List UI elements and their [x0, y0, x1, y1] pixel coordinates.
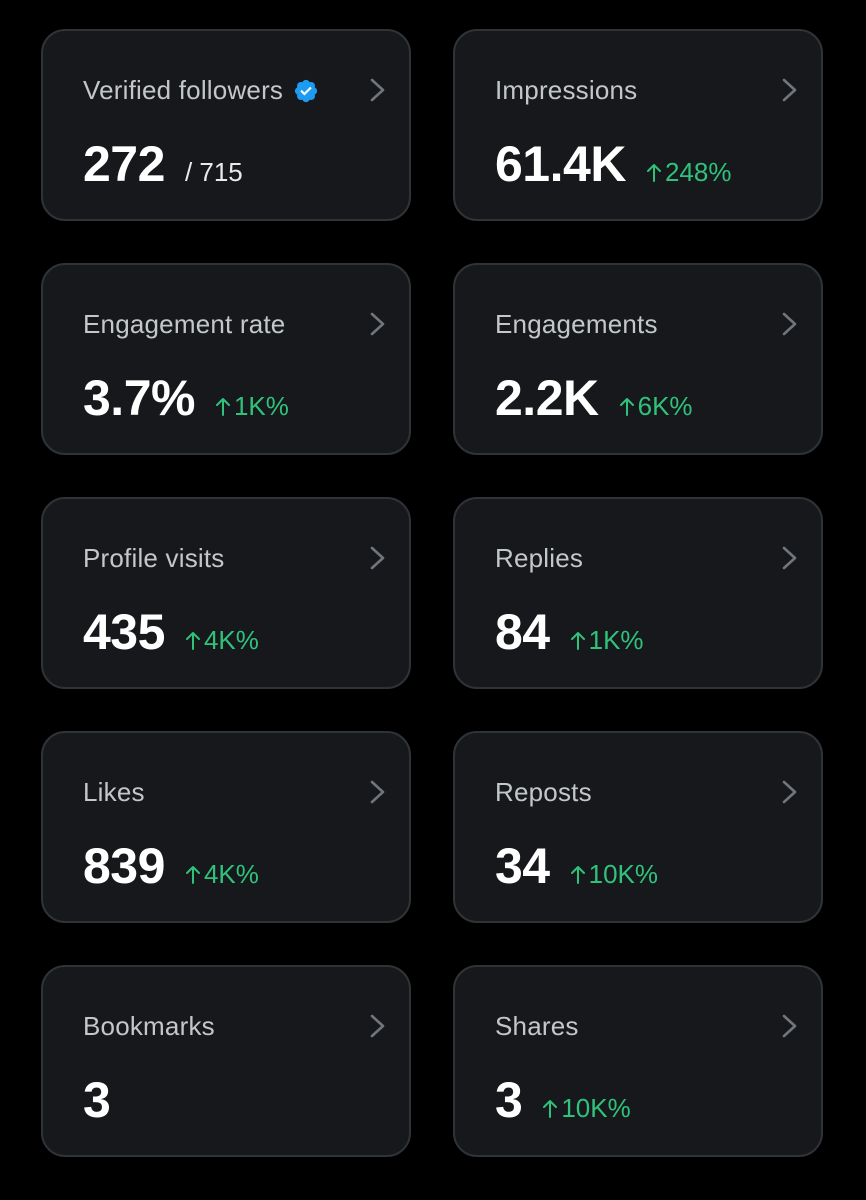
- metric-value-wrap: 2.2K 6K%: [495, 369, 693, 427]
- metric-value-wrap: 272 / 715: [83, 135, 243, 193]
- metric-label-wrap: Reposts: [495, 777, 592, 808]
- metric-change-value: 1K%: [588, 625, 644, 655]
- metric-change-value: 4K%: [203, 625, 259, 655]
- metric-label-wrap: Shares: [495, 1011, 579, 1042]
- metric-card-profile-visits[interactable]: Profile visits 435 4K%: [41, 497, 411, 689]
- metric-value: 34: [495, 838, 550, 894]
- chevron-right-icon: [782, 546, 797, 570]
- metric-change: 1K%: [570, 625, 644, 656]
- metric-card-impressions[interactable]: Impressions 61.4K 248%: [453, 29, 823, 221]
- metric-change-value: 4K%: [203, 859, 259, 889]
- metric-label: Profile visits: [83, 543, 225, 573]
- arrow-up-icon: [185, 632, 200, 650]
- metric-label: Reposts: [495, 777, 592, 807]
- metric-value: 3: [495, 1072, 523, 1128]
- arrow-up-icon: [215, 398, 230, 416]
- metric-value-wrap: 3 10K%: [495, 1071, 631, 1129]
- metric-label-wrap: Verified followers: [83, 75, 319, 106]
- metric-label-wrap: Profile visits: [83, 543, 225, 574]
- metric-change: 10K%: [570, 859, 658, 890]
- chevron-right-icon: [782, 780, 797, 804]
- metric-label: Engagement rate: [83, 309, 286, 339]
- metric-change: 1K%: [215, 391, 289, 422]
- chevron-right-icon: [370, 1014, 385, 1038]
- chevron-right-icon: [782, 312, 797, 336]
- metric-value: 2.2K: [495, 370, 599, 426]
- metric-label: Shares: [495, 1011, 579, 1041]
- metric-card-bookmarks[interactable]: Bookmarks 3: [41, 965, 411, 1157]
- verified-badge-icon: [295, 79, 318, 102]
- metric-value-wrap: 34 10K%: [495, 837, 658, 895]
- arrow-up-icon: [570, 632, 585, 650]
- metric-label-wrap: Replies: [495, 543, 583, 574]
- metric-card-engagement-rate[interactable]: Engagement rate 3.7% 1K%: [41, 263, 411, 455]
- metric-label-wrap: Bookmarks: [83, 1011, 215, 1042]
- metric-card-likes[interactable]: Likes 839 4K%: [41, 731, 411, 923]
- metric-value: 84: [495, 604, 550, 660]
- metric-label: Impressions: [495, 75, 638, 105]
- metric-change: 248%: [646, 157, 732, 188]
- metric-label: Verified followers: [83, 75, 284, 105]
- metric-label-wrap: Engagement rate: [83, 309, 285, 340]
- metric-label-wrap: Impressions: [495, 75, 637, 106]
- metric-change-value: 10K%: [588, 859, 659, 889]
- metric-change: 10K%: [542, 1093, 631, 1124]
- metric-change-value: 1K%: [233, 391, 289, 421]
- metric-total: / 715: [184, 157, 243, 187]
- metric-change-value: 248%: [664, 157, 732, 187]
- arrow-up-icon: [646, 164, 661, 182]
- metric-value: 61.4K: [495, 136, 626, 192]
- chevron-right-icon: [370, 546, 385, 570]
- metric-value-wrap: 84 1K%: [495, 603, 644, 661]
- metric-label: Replies: [495, 543, 584, 573]
- metric-card-engagements[interactable]: Engagements 2.2K 6K%: [453, 263, 823, 455]
- metric-label-wrap: Engagements: [495, 309, 658, 340]
- metric-value: 435: [83, 604, 165, 660]
- metric-change-value: 10K%: [561, 1093, 631, 1123]
- metric-value-wrap: 3.7% 1K%: [83, 369, 289, 427]
- arrow-up-icon: [570, 866, 585, 884]
- metric-value: 272: [83, 136, 165, 192]
- chevron-right-icon: [370, 312, 385, 336]
- metric-change-value: 6K%: [637, 391, 693, 421]
- arrow-up-icon: [619, 398, 634, 416]
- chevron-right-icon: [370, 780, 385, 804]
- metric-label: Likes: [83, 777, 145, 807]
- metric-card-shares[interactable]: Shares 3 10K%: [453, 965, 823, 1157]
- chevron-right-icon: [370, 78, 385, 102]
- chevron-right-icon: [782, 78, 797, 102]
- arrow-up-icon: [543, 1100, 558, 1118]
- arrow-up-icon: [185, 866, 200, 884]
- metric-label-wrap: Likes: [83, 777, 145, 808]
- metric-value: 839: [83, 838, 165, 894]
- metric-card-replies[interactable]: Replies 84 1K%: [453, 497, 823, 689]
- metric-value-wrap: 839 4K%: [83, 837, 259, 895]
- metric-value-wrap: 61.4K 248%: [495, 135, 731, 193]
- metric-value: 3.7%: [83, 370, 195, 426]
- metric-label: Bookmarks: [83, 1011, 215, 1041]
- metric-value-wrap: 3: [83, 1071, 111, 1129]
- metric-value: 3: [83, 1072, 111, 1128]
- metric-card-reposts[interactable]: Reposts 34 10K%: [453, 731, 823, 923]
- metric-change: 4K%: [185, 859, 259, 890]
- chevron-right-icon: [782, 1014, 797, 1038]
- metric-change: 4K%: [185, 625, 259, 656]
- metric-card-verified-followers[interactable]: Verified followers 272 / 715: [41, 29, 411, 221]
- metric-label: Engagements: [495, 309, 658, 339]
- metric-value-wrap: 435 4K%: [83, 603, 259, 661]
- metric-change: 6K%: [619, 391, 693, 422]
